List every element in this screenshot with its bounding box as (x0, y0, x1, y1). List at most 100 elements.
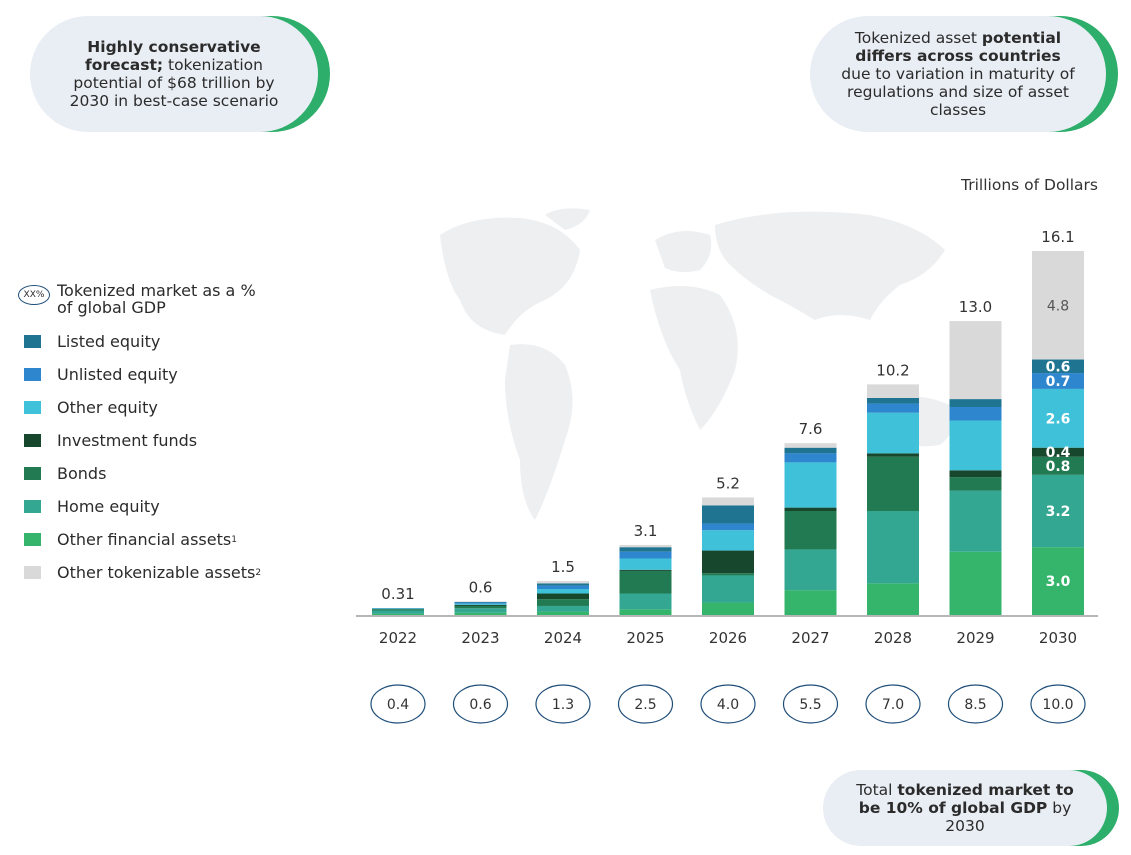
bar-segment (702, 530, 754, 551)
bar-segment (372, 608, 424, 610)
legend-footnote: 2 (255, 567, 262, 578)
bar-segment (949, 321, 1002, 400)
bar-segment (867, 384, 919, 398)
legend-swatch (24, 335, 41, 348)
bar-total-label: 16.1 (1041, 228, 1074, 246)
bar-segment (784, 462, 837, 508)
bar-segment (784, 549, 837, 591)
segment-label: 0.8 (1046, 459, 1071, 475)
bar-segment (454, 605, 507, 609)
legend-gdp-label: Tokenized market as a % of global GDP (57, 281, 256, 317)
callout-gdp-post: by 2030 (945, 799, 1072, 835)
bar-segment (1032, 388, 1084, 448)
legend-swatch (24, 566, 41, 579)
bar-segment (949, 399, 1002, 407)
bar-segment (619, 551, 672, 559)
gdp-share-pill (617, 684, 674, 724)
world-map-background (440, 208, 954, 520)
gdp-share-label: 5.5 (799, 697, 821, 713)
legend-label: Home equity (57, 497, 160, 516)
legend-label: Unlisted equity (57, 365, 178, 384)
bar-segment (702, 505, 754, 524)
bar-segment (1032, 547, 1084, 615)
gdp-share-label: 0.4 (387, 697, 409, 713)
bar-segment (949, 420, 1002, 471)
legend-swatch (24, 368, 41, 381)
legend-swatch (24, 533, 41, 546)
x-tick-label: 2022 (379, 629, 417, 647)
gdp-share-pill (865, 684, 921, 724)
bar-segment (1032, 373, 1084, 389)
gdp-share-pill (947, 684, 1004, 724)
bar-segment (537, 583, 589, 586)
bar-segment (867, 397, 919, 404)
segment-label: 2.6 (1046, 411, 1071, 427)
legend: XX% Tokenized market as a % of global GD… (18, 282, 267, 589)
legend-item: Home equity (18, 490, 267, 523)
callout-gdp-pre: Total (856, 781, 898, 799)
bar-segment (702, 497, 754, 506)
callout-gdp-bold: tokenized market to be 10% of global GDP (858, 781, 1074, 817)
bar-segment (867, 583, 919, 615)
legend-label: Investment funds (57, 431, 198, 450)
x-tick-label: 2023 (461, 629, 499, 647)
bar-segment (619, 547, 672, 552)
bar-segment (537, 599, 589, 606)
legend-swatch (24, 467, 41, 480)
bar-segment (619, 570, 672, 594)
gdp-badge-icon: XX% (18, 285, 50, 305)
gdp-share-pill (370, 684, 426, 724)
legend-label: Listed equity (57, 332, 161, 351)
bar-total-label: 0.6 (469, 578, 493, 596)
bar-segment (537, 589, 589, 594)
bar-segment (784, 443, 837, 448)
bar-segment (619, 593, 672, 610)
x-tick-label: 2026 (709, 629, 747, 647)
legend-swatch (24, 500, 41, 513)
bar-segment (619, 544, 672, 548)
legend-item: Listed equity (18, 325, 267, 358)
callout-country-bold: potential differs across countries (855, 29, 1062, 65)
bar-segment (372, 613, 424, 615)
bar-segment (949, 551, 1002, 615)
bar-segment (949, 477, 1002, 491)
legend-label: Other equity (57, 398, 158, 417)
bar-segment (867, 453, 919, 457)
bar-segment (784, 507, 837, 511)
gdp-share-pill (452, 684, 509, 724)
bar-segment (1032, 359, 1084, 374)
bar-segment (619, 558, 672, 570)
bar-total-label: 13.0 (959, 298, 992, 316)
x-tick-label: 2024 (544, 629, 582, 647)
segment-label: 0.7 (1046, 374, 1071, 390)
gdp-share-label: 1.3 (552, 697, 574, 713)
bar-segment (372, 610, 424, 614)
callout-forecast-text: tokenization potential of $68 trillion b… (69, 56, 279, 110)
bar-segment (702, 575, 754, 603)
bar-total-label: 3.1 (634, 522, 658, 540)
bar-total-label: 10.2 (876, 361, 909, 379)
segment-label: 3.0 (1046, 574, 1071, 590)
legend-footnote: 1 (231, 534, 237, 545)
gdp-share-pill (1030, 684, 1086, 724)
legend-item: Investment funds (18, 424, 267, 457)
bar-total-label: 5.2 (716, 474, 740, 492)
x-tick-label: 2027 (791, 629, 829, 647)
bar-segment (867, 412, 919, 454)
bar-segment (537, 585, 589, 589)
x-tick-label: 2028 (874, 629, 912, 647)
bar-segment (784, 453, 837, 463)
gdp-share-pill (700, 684, 756, 724)
legend-swatch (24, 434, 41, 447)
bar-segment (537, 593, 589, 600)
legend-swatch (24, 401, 41, 414)
bar-segment (372, 609, 424, 611)
bar-segment (454, 602, 507, 604)
bar-segment (454, 612, 507, 615)
legend-item: Other financial assets 1 (18, 523, 267, 556)
bar-segment (619, 609, 672, 615)
legend-item: Other tokenizable assets 2 (18, 556, 267, 589)
legend-item: Other equity (18, 391, 267, 424)
legend-gdp-row: XX% Tokenized market as a % of global GD… (18, 282, 267, 316)
